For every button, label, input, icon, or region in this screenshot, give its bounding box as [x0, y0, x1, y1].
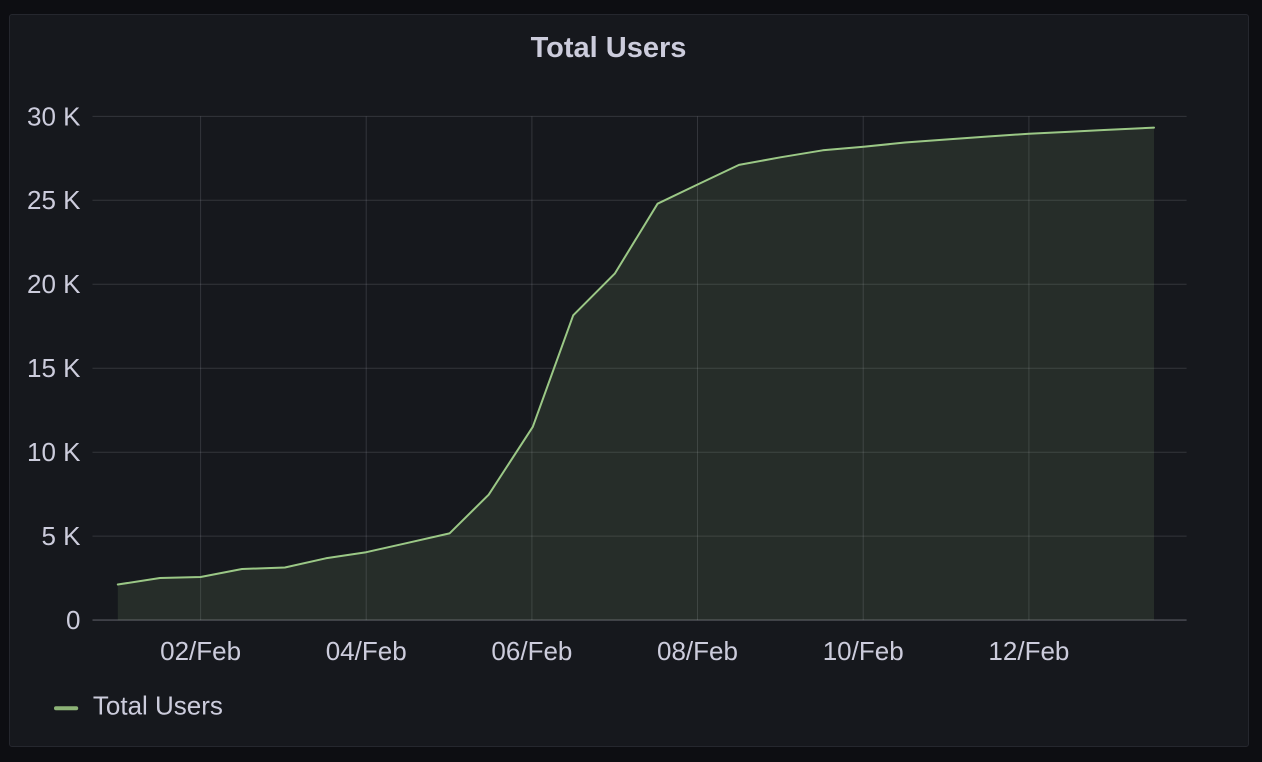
svg-text:08/Feb: 08/Feb: [657, 636, 738, 666]
svg-text:02/Feb: 02/Feb: [160, 636, 241, 666]
svg-text:25 K: 25 K: [27, 185, 81, 215]
svg-text:Total Users: Total Users: [531, 32, 687, 64]
svg-text:0: 0: [66, 605, 80, 635]
svg-text:5 K: 5 K: [41, 521, 81, 551]
svg-text:10 K: 10 K: [27, 437, 81, 467]
svg-text:06/Feb: 06/Feb: [491, 636, 572, 666]
svg-text:15 K: 15 K: [27, 353, 81, 383]
svg-text:30 K: 30 K: [27, 101, 81, 131]
svg-text:Total Users: Total Users: [93, 691, 223, 721]
svg-text:12/Feb: 12/Feb: [988, 636, 1069, 666]
svg-text:04/Feb: 04/Feb: [326, 636, 407, 666]
svg-text:10/Feb: 10/Feb: [823, 636, 904, 666]
svg-text:20 K: 20 K: [27, 269, 81, 299]
